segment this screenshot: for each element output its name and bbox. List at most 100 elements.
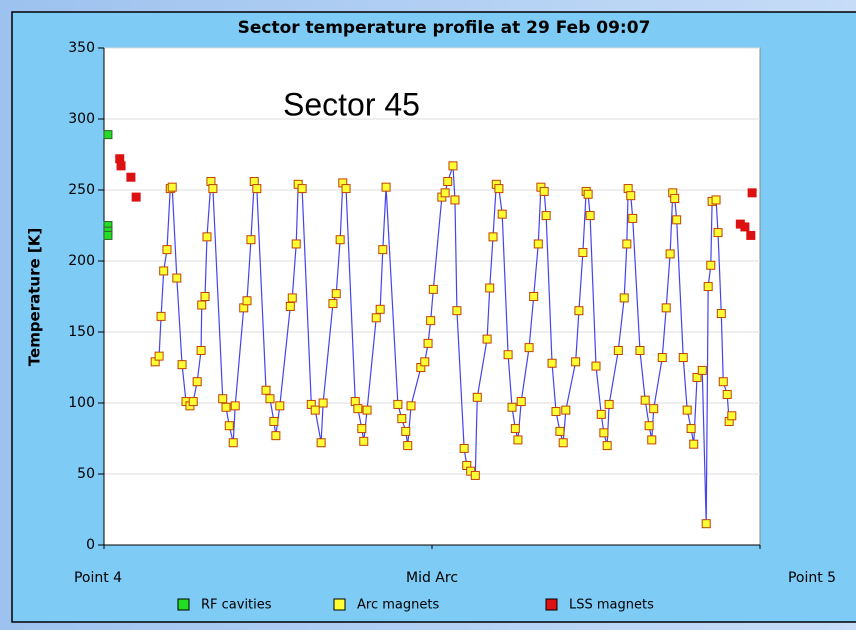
marker	[678, 353, 688, 363]
marker	[529, 292, 539, 301]
marker	[561, 405, 571, 415]
marker	[103, 130, 113, 140]
marker	[159, 266, 169, 276]
marker	[657, 353, 667, 363]
marker	[426, 316, 436, 326]
marker	[585, 211, 595, 221]
marker	[156, 311, 166, 321]
marker	[406, 401, 416, 411]
marker	[316, 438, 326, 448]
marker	[488, 232, 498, 242]
marker	[154, 351, 164, 361]
marker	[670, 194, 680, 204]
marker	[558, 438, 568, 448]
marker	[393, 399, 403, 409]
marker	[310, 405, 320, 415]
marker	[459, 443, 469, 453]
y-tick-label: 300	[68, 111, 95, 127]
marker	[472, 392, 482, 402]
marker	[722, 389, 732, 399]
marker	[192, 377, 202, 387]
marker	[703, 282, 713, 292]
marker	[613, 345, 623, 355]
y-tick-label: 0	[86, 537, 95, 553]
marker	[167, 182, 177, 192]
marker	[602, 441, 612, 451]
marker	[202, 232, 212, 242]
marker	[371, 313, 381, 323]
marker	[591, 361, 601, 371]
marker	[494, 184, 504, 194]
marker	[672, 215, 682, 225]
plot-area	[103, 47, 761, 546]
marker	[197, 300, 207, 310]
marker	[697, 365, 707, 375]
marker	[485, 283, 495, 293]
marker	[571, 357, 581, 367]
marker	[524, 343, 534, 353]
marker	[541, 211, 551, 221]
marker	[574, 306, 584, 316]
chart-title: Sector temperature profile at 29 Feb 09:…	[238, 18, 651, 38]
marker	[331, 289, 341, 299]
marker	[503, 350, 513, 360]
marker	[401, 426, 411, 436]
marker	[482, 334, 492, 344]
marker	[423, 338, 433, 348]
marker	[420, 357, 430, 367]
marker	[604, 399, 614, 409]
marker	[285, 301, 295, 311]
marker	[635, 345, 645, 355]
marker	[727, 411, 737, 421]
annotation: Sector 45	[283, 86, 420, 122]
marker	[713, 228, 723, 238]
marker	[747, 188, 757, 198]
marker	[547, 358, 557, 368]
marker	[507, 402, 517, 412]
y-tick-label: 350	[68, 40, 95, 56]
legend-swatch	[545, 598, 558, 611]
legend-label: RF cavities	[201, 598, 272, 613]
marker	[649, 404, 659, 414]
marker	[403, 441, 413, 451]
marker	[208, 184, 218, 194]
marker	[626, 191, 636, 201]
marker	[242, 296, 252, 306]
marker	[218, 394, 228, 404]
x-tick-label: Mid Arc	[406, 570, 458, 586]
marker	[497, 209, 507, 219]
marker	[252, 184, 262, 194]
marker	[701, 519, 711, 529]
marker	[353, 404, 363, 414]
marker	[665, 249, 675, 259]
marker	[692, 372, 702, 382]
marker	[599, 428, 609, 438]
marker	[271, 431, 281, 441]
legend-swatch	[333, 598, 346, 611]
marker	[246, 235, 256, 245]
marker	[428, 284, 438, 294]
marker	[644, 421, 654, 431]
marker	[711, 195, 721, 205]
marker	[287, 293, 297, 303]
marker	[706, 260, 716, 270]
marker	[686, 424, 696, 434]
marker	[381, 182, 391, 192]
legend-swatch	[177, 598, 190, 611]
marker	[196, 345, 206, 355]
marker	[328, 299, 338, 309]
marker	[661, 303, 671, 313]
marker	[265, 394, 275, 404]
marker	[291, 239, 301, 249]
marker	[647, 435, 657, 445]
marker	[716, 309, 726, 319]
marker	[440, 188, 450, 198]
marker	[640, 395, 650, 405]
marker	[297, 184, 307, 194]
marker	[200, 292, 210, 301]
marker	[578, 247, 588, 257]
marker	[510, 424, 520, 434]
marker	[335, 235, 345, 245]
marker	[583, 189, 593, 199]
